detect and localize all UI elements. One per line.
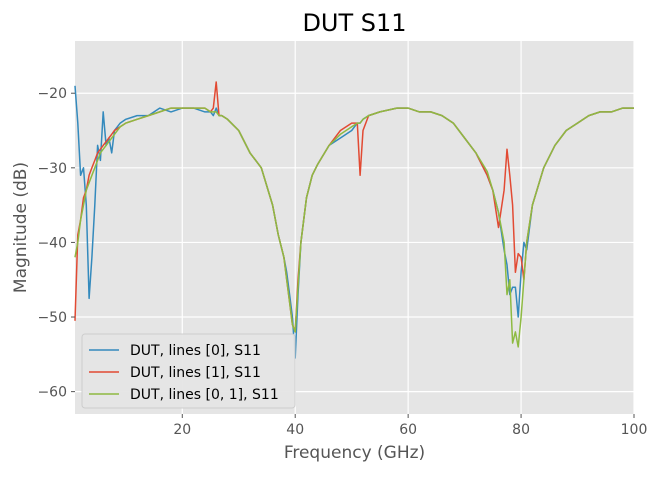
- chart-title: DUT S11: [302, 9, 406, 37]
- x-tick-label: 100: [621, 422, 648, 438]
- x-tick-label: 20: [173, 422, 191, 438]
- legend-items: DUT, lines [0], S11 DUT, lines [1], S11 DU…: [89, 343, 279, 403]
- grid: [75, 41, 635, 414]
- ticks: 20 40 60 80 100 −20 −30 −40 −50 −60: [37, 86, 647, 438]
- legend-label-3: DUT, lines [0, 1], S11: [130, 387, 279, 403]
- y-tick-label: −30: [37, 161, 67, 177]
- y-tick-label: −50: [37, 310, 67, 326]
- legend-label-1: DUT, lines [0], S11: [130, 343, 261, 359]
- x-tick-label: 40: [286, 422, 304, 438]
- y-axis-label: Magnitude (dB): [11, 162, 31, 293]
- legend: DUT, lines [0], S11 DUT, lines [1], S11 DU…: [81, 333, 296, 409]
- legend-box: [81, 333, 296, 409]
- x-tick-label: 60: [399, 422, 417, 438]
- series-line-3: [74, 107, 634, 348]
- x-axis-label: Frequency (GHz): [284, 443, 425, 463]
- y-tick-label: −40: [37, 235, 67, 251]
- legend-label-2: DUT, lines [1], S11: [130, 365, 261, 381]
- x-tick-label: 80: [512, 422, 530, 438]
- y-tick-label: −20: [37, 86, 67, 102]
- y-tick-label: −60: [37, 385, 67, 401]
- series-lines: [74, 81, 634, 359]
